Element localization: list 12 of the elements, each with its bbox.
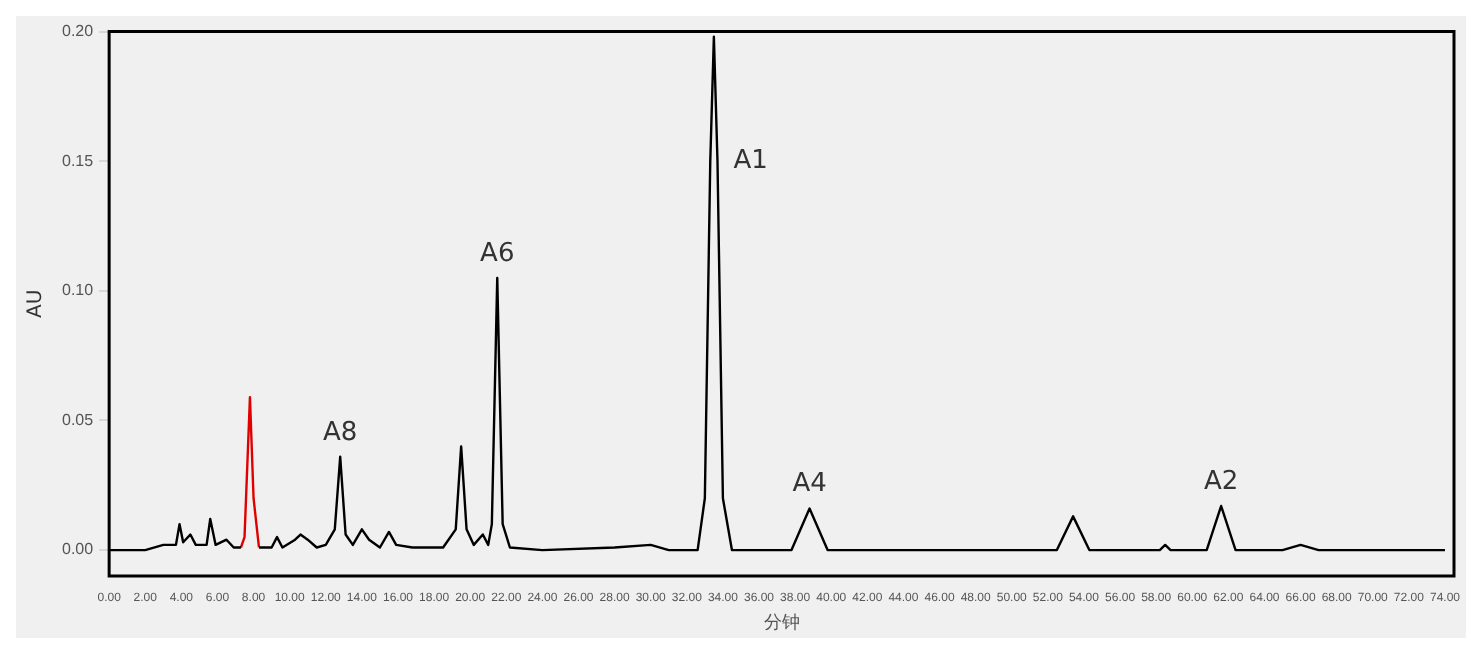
annotation: A2 [1203,466,1239,497]
y-tick-label: 0.15 [61,151,95,170]
annotation: A8 [323,417,358,448]
annotation: A4 [792,469,827,500]
y-tick-label: 0.00 [61,540,95,559]
y-axis-title: AU [25,289,48,318]
y-tick-label: 0.10 [61,281,95,300]
y-tick-label: 0.20 [61,22,95,41]
annotation: A1 [733,145,768,176]
y-tick-label: 0.05 [61,410,95,429]
annotation: A6 [480,238,515,269]
x-axis-title: 分钟 [763,611,800,634]
